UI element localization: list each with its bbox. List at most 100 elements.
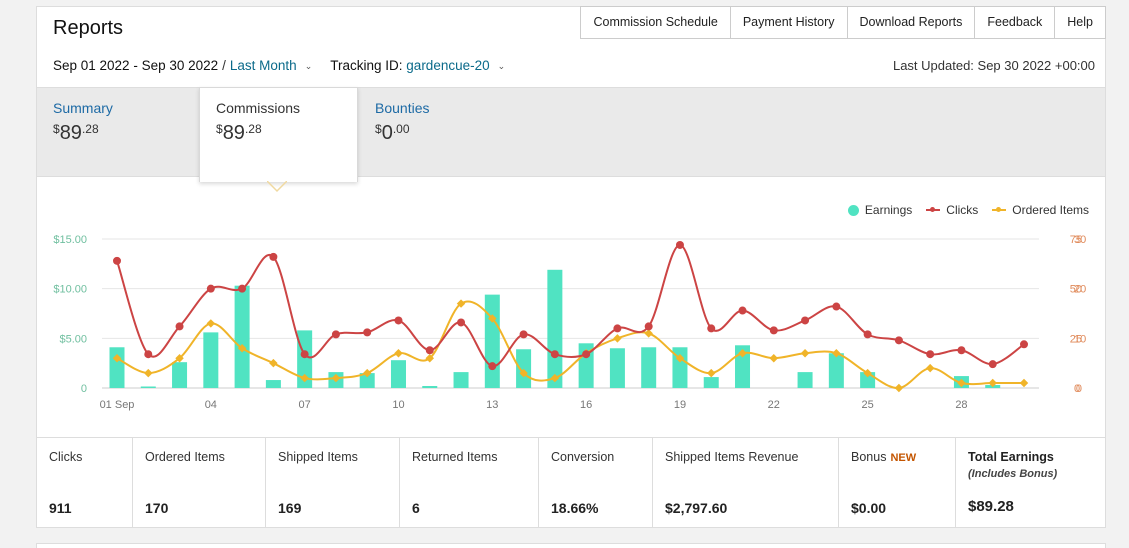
date-range[interactable]: Sep 01 2022 - Sep 30 2022 (53, 58, 219, 73)
stat-clicks-value: 911 (49, 500, 72, 516)
x-axis-tick: 22 (768, 399, 780, 411)
stat-ordered-items-value: 170 (145, 500, 169, 516)
clicks-point (269, 252, 278, 261)
period-dropdown[interactable]: Last Month (229, 58, 297, 73)
stat-shipped-revenue: Shipped Items Revenue $2,797.60 (653, 438, 839, 528)
new-badge: NEW (890, 452, 917, 464)
earnings-bar (234, 285, 250, 388)
tracking-id-dropdown[interactable]: gardencue-20 (406, 58, 490, 73)
clicks-point (863, 330, 872, 339)
ordered-items-point (425, 353, 435, 363)
earnings-dot-icon (847, 204, 859, 216)
ordered-items-point (269, 358, 278, 368)
stat-shipped-revenue-label: Shipped Items Revenue (665, 450, 799, 464)
tab-summary[interactable]: Summary $89.28 (37, 88, 129, 177)
right-axis-tick-clicks: 75 (1070, 234, 1082, 246)
stat-conversion-value: 18.66% (551, 500, 599, 516)
stat-total-earnings: Total Earnings (Includes Bonus) $89.28 (956, 438, 1105, 528)
clicks-point (988, 360, 997, 369)
ordered-items-point (362, 368, 372, 378)
clicks-point (206, 284, 215, 293)
earnings-bar (797, 372, 813, 388)
clicks-point (707, 324, 716, 333)
x-axis-tick: 25 (861, 399, 873, 411)
earnings-bar (703, 377, 719, 388)
tab-commissions-amount: $89.28 (216, 122, 262, 144)
earnings-bar (203, 332, 219, 388)
left-axis-tick: $10.00 (53, 284, 87, 296)
stat-bonus: Bonus NEW $0.00 (839, 438, 956, 528)
stat-clicks-label: Clicks (49, 450, 83, 464)
earnings-bar (516, 349, 532, 388)
tab-bounties-label[interactable]: Bounties (375, 100, 430, 116)
tab-summary-label[interactable]: Summary (53, 100, 113, 116)
x-axis-tick: 07 (299, 399, 311, 411)
left-axis-tick: $15.00 (53, 234, 87, 246)
ordered-items-point (175, 353, 184, 363)
legend-ordered-items[interactable]: Ordered Items (992, 203, 1089, 217)
left-axis-tick: $5.00 (59, 333, 87, 345)
earnings-bar (265, 380, 281, 388)
ordered-items-point (706, 368, 716, 378)
legend-clicks[interactable]: Clicks (926, 203, 978, 217)
help-button[interactable]: Help (1054, 6, 1106, 39)
x-axis-tick: 10 (392, 399, 404, 411)
right-axis-tick-items: 20 (1074, 284, 1086, 296)
tab-commissions[interactable]: Commissions $89.28 (199, 87, 358, 182)
right-axis-tick-items: 30 (1074, 234, 1086, 246)
payment-history-button[interactable]: Payment History (729, 6, 847, 39)
tab-bounties[interactable]: Bounties $0.00 (359, 88, 445, 177)
download-reports-button[interactable]: Download Reports (846, 6, 975, 39)
ordered-items-point (863, 368, 872, 378)
date-separator: / (222, 58, 226, 73)
legend-earnings[interactable]: Earnings (847, 203, 913, 217)
clicks-point (582, 350, 591, 359)
ordered-items-point (331, 373, 341, 383)
stat-returned-items: Returned Items 6 (400, 438, 539, 528)
right-axis-tick-clicks: 25 (1070, 333, 1082, 345)
earnings-bar (422, 386, 438, 388)
ordered-items-point (1019, 378, 1029, 388)
reports-card: Reports Commission Schedule Payment Hist… (36, 6, 1106, 528)
clicks-point (1020, 340, 1028, 349)
report-filters: Sep 01 2022 - Sep 30 2022 / Last Month ⌄… (53, 58, 523, 73)
stat-shipped-revenue-value: $2,797.60 (665, 500, 728, 516)
feedback-button[interactable]: Feedback (974, 6, 1055, 39)
clicks-point (550, 350, 559, 359)
chevron-down-icon[interactable]: ⌄ (304, 61, 313, 71)
tab-bounties-amount: $0.00 (375, 122, 410, 144)
right-axis-tick-clicks: 0 (1076, 383, 1082, 395)
earnings-bar (109, 347, 125, 388)
legend-earnings-label: Earnings (864, 203, 913, 217)
earnings-bar (140, 386, 156, 388)
next-card (36, 543, 1106, 548)
clicks-point (644, 322, 653, 331)
tab-commissions-label[interactable]: Commissions (216, 100, 301, 116)
ordered-items-point (925, 363, 935, 373)
clicks-point (926, 350, 935, 359)
clicks-point (613, 324, 622, 333)
legend-clicks-label: Clicks (946, 203, 979, 217)
ordered-items-point (613, 334, 622, 343)
ordered-items-point (769, 353, 779, 363)
earnings-bar (609, 348, 625, 388)
tab-summary-amount: $89.28 (53, 122, 99, 144)
commission-schedule-button[interactable]: Commission Schedule (580, 6, 730, 39)
active-tab-pointer-icon (267, 181, 287, 193)
clicks-point (113, 256, 121, 265)
stat-total-earnings-sub: (Includes Bonus) (968, 468, 1058, 480)
right-axis-tick-items: 10 (1074, 333, 1086, 345)
clicks-point (144, 350, 153, 359)
chevron-down-icon[interactable]: ⌄ (497, 61, 506, 71)
tracking-id-label: Tracking ID: (330, 58, 403, 73)
left-axis-tick: 0 (81, 383, 87, 395)
ordered-items-point (300, 373, 309, 383)
earnings-bar (359, 373, 375, 388)
ordered-items-point (206, 319, 216, 328)
clicks-line (116, 243, 1025, 368)
earnings-bar (484, 294, 500, 388)
chart-legend: Earnings Clicks Ordered Items (834, 203, 1089, 217)
stat-ordered-items-label: Ordered Items (145, 450, 225, 464)
stat-bonus-value: $0.00 (851, 500, 887, 516)
clicks-point (488, 362, 497, 371)
